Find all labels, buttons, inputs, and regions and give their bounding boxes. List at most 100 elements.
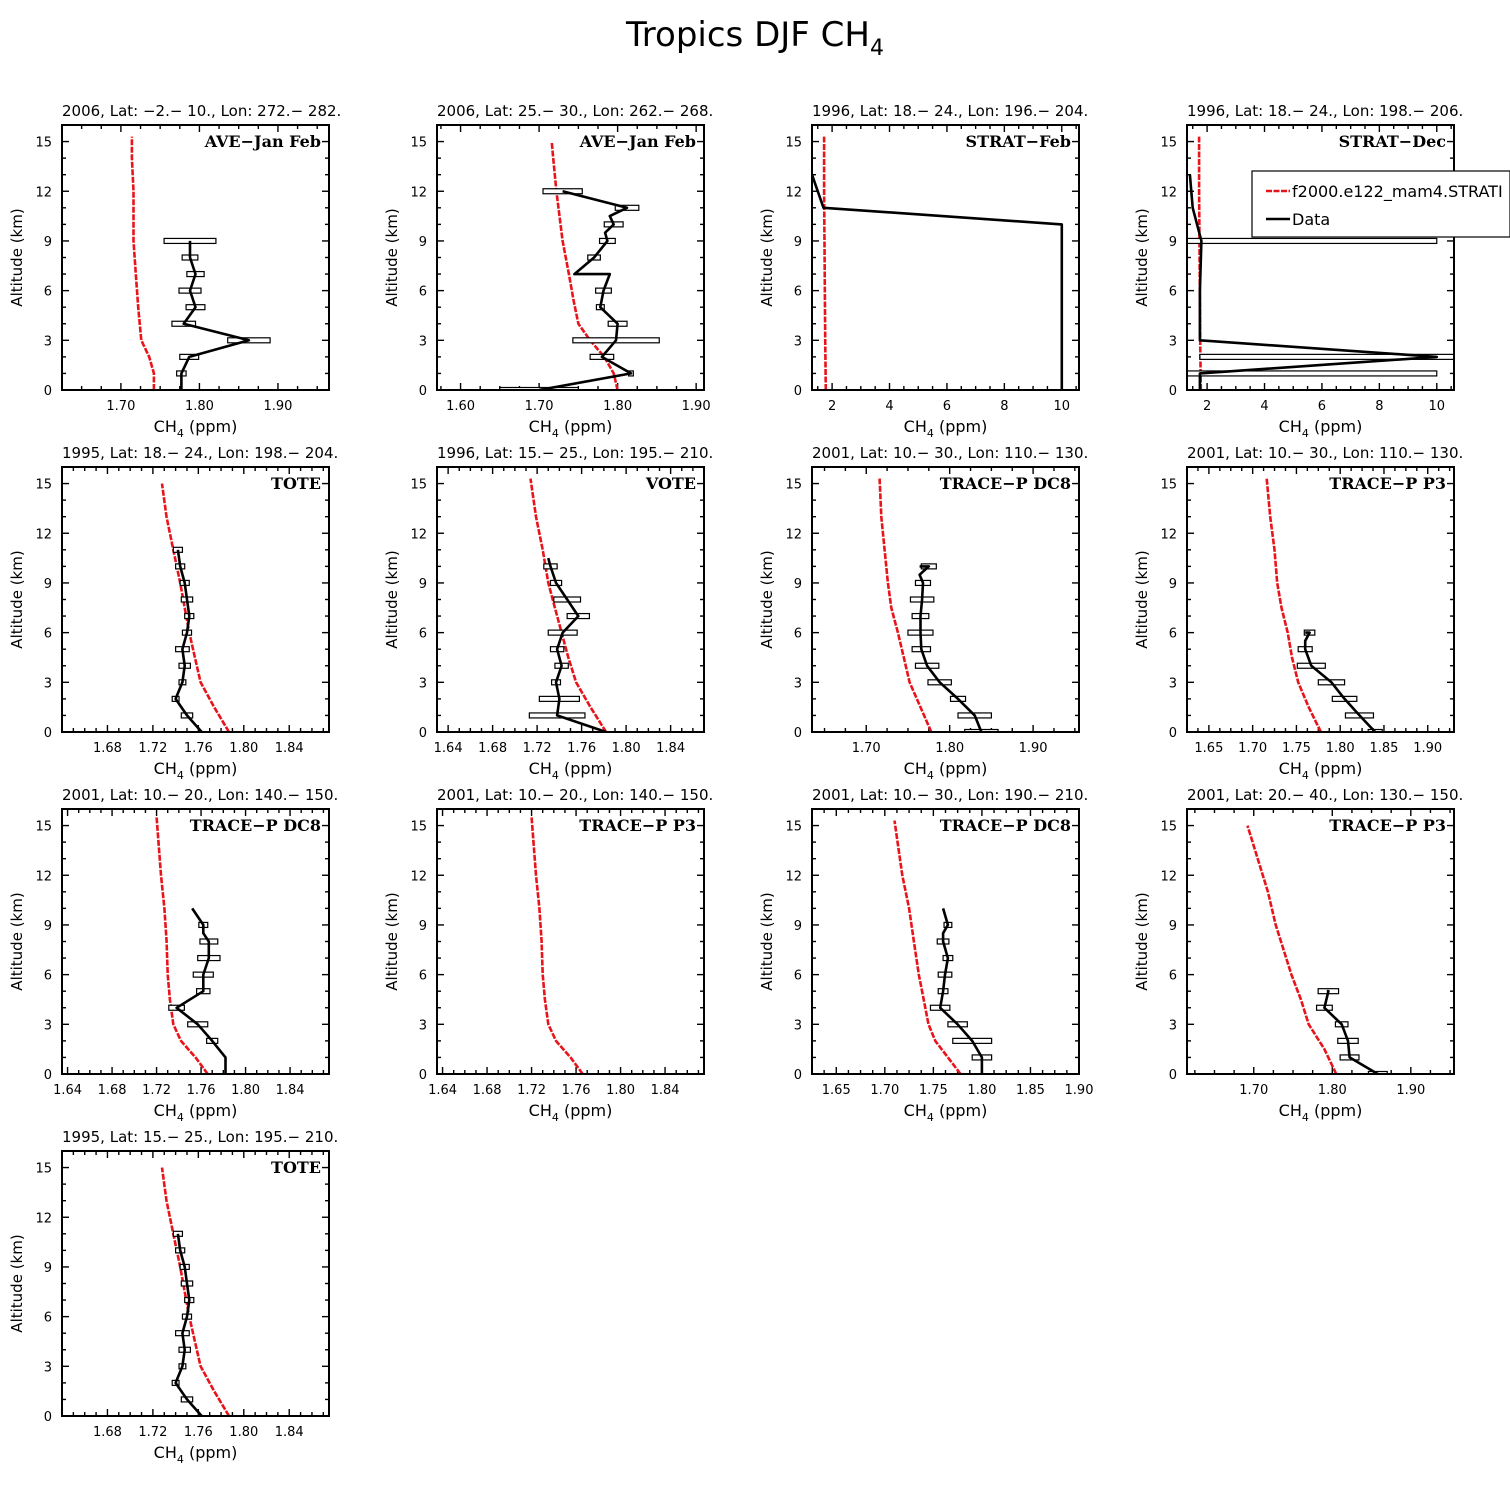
plot-area <box>878 478 999 732</box>
panel-12: 2001, Lat: 20.− 40., Lon: 130.− 150. 0 3 6 9… <box>1133 786 1463 1124</box>
x-tick-label: 1.90 <box>682 399 711 414</box>
panel-title: 2001, Lat: 20.− 40., Lon: 130.− 150. <box>1187 786 1463 804</box>
x-tick-label: 1.72 <box>523 741 552 756</box>
y-axis-label: Altitude (km) <box>8 208 26 306</box>
plot-frame <box>1186 466 1455 733</box>
y-tick-label: 12 <box>35 869 52 884</box>
x-tick-label: 10 <box>1429 399 1446 414</box>
y-tick-label: 6 <box>794 627 802 642</box>
model-series <box>1246 825 1338 1074</box>
x-axis-label: CH4 (ppm) <box>1279 1101 1363 1124</box>
y-tick-label: 9 <box>44 919 52 934</box>
plot-area <box>160 1167 231 1416</box>
tick-marks <box>812 124 1079 391</box>
data-series <box>907 563 999 732</box>
x-axis-label: CH4 (ppm) <box>529 417 613 440</box>
plot-area <box>812 136 1064 390</box>
x-tick-label: 1.84 <box>275 1425 304 1440</box>
x-tick-label: 1.64 <box>428 1083 457 1098</box>
y-tick-label: 3 <box>1169 676 1177 691</box>
y-axis-label: Altitude (km) <box>383 208 401 306</box>
x-axis-label: CH4 (ppm) <box>904 759 988 782</box>
y-tick-label: 9 <box>794 919 802 934</box>
x-tick-label: 6 <box>1318 399 1326 414</box>
data-series <box>528 557 607 732</box>
campaign-label: AVE−Jan Feb <box>579 132 696 151</box>
x-tick-label: 10 <box>1054 399 1071 414</box>
campaign-label: AVE−Jan Feb <box>204 132 321 151</box>
panel-title: 2001, Lat: 10.− 30., Lon: 110.− 130. <box>1187 444 1463 462</box>
y-tick-label: 6 <box>44 627 52 642</box>
plot-area <box>1187 136 1454 390</box>
plot-area <box>1246 825 1388 1074</box>
x-tick-label: 6 <box>943 399 951 414</box>
plot-area <box>893 820 993 1074</box>
y-axis-label: Altitude (km) <box>758 892 776 990</box>
panel-title: 1996, Lat: 15.− 25., Lon: 195.− 210. <box>437 444 713 462</box>
y-tick-label: 6 <box>1169 969 1177 984</box>
y-tick-label: 6 <box>1169 285 1177 300</box>
plot-area <box>1265 478 1383 732</box>
tick-marks <box>1186 466 1454 733</box>
plot-frame <box>1186 124 1455 391</box>
model-series <box>160 1167 231 1416</box>
y-axis-label: Altitude (km) <box>758 208 776 306</box>
y-tick-label: 9 <box>794 577 802 592</box>
data-line <box>174 549 203 732</box>
model-series <box>530 817 584 1074</box>
model-line <box>878 478 933 732</box>
tick-marks <box>62 808 329 1075</box>
x-tick-label: 1.85 <box>1016 1083 1045 1098</box>
x-tick-label: 1.72 <box>138 1425 167 1440</box>
x-tick-label: 4 <box>1260 399 1268 414</box>
data-series <box>1187 174 1454 390</box>
x-axis-label: CH4 (ppm) <box>529 759 613 782</box>
y-tick-label: 15 <box>35 478 52 493</box>
y-tick-label: 15 <box>785 136 802 151</box>
model-line <box>160 1167 231 1416</box>
y-tick-label: 3 <box>794 676 802 691</box>
campaign-label: STRAT−Feb <box>966 132 1071 151</box>
model-series <box>155 817 209 1074</box>
panel-title: 1995, Lat: 18.− 24., Lon: 198.− 204. <box>62 444 338 462</box>
error-bar <box>1199 353 1454 360</box>
y-tick-label: 0 <box>44 1410 52 1425</box>
y-tick-label: 3 <box>44 334 52 349</box>
y-tick-label: 15 <box>35 136 52 151</box>
y-tick-label: 9 <box>419 919 427 934</box>
x-tick-label: 1.68 <box>93 1425 122 1440</box>
y-tick-label: 12 <box>410 185 427 200</box>
x-tick-label: 1.75 <box>919 1083 948 1098</box>
x-tick-label: 1.76 <box>184 1425 213 1440</box>
y-tick-label: 15 <box>410 136 427 151</box>
campaign-label: TRACE−P P3 <box>1329 474 1446 493</box>
data-series <box>1315 988 1388 1074</box>
plot-frame <box>61 466 330 733</box>
legend-data-label: Data <box>1292 210 1330 229</box>
y-tick-label: 0 <box>419 726 427 741</box>
y-tick-label: 6 <box>44 1311 52 1326</box>
panel-title: 2001, Lat: 10.− 30., Lon: 190.− 210. <box>812 786 1088 804</box>
model-series <box>130 136 156 390</box>
plot-area <box>528 478 608 732</box>
x-tick-label: 1.70 <box>870 1083 899 1098</box>
campaign-label: TRACE−P DC8 <box>940 474 1071 493</box>
y-tick-label: 0 <box>1169 1068 1177 1083</box>
model-line <box>550 141 619 390</box>
tick-marks <box>437 808 704 1075</box>
y-tick-label: 12 <box>410 527 427 542</box>
x-tick-label: 1.76 <box>184 741 213 756</box>
x-tick-label: 1.72 <box>138 741 167 756</box>
y-tick-label: 9 <box>44 577 52 592</box>
legend: f2000.e122_mam4.STRATI Data <box>1251 170 1510 238</box>
x-tick-label: 1.75 <box>1282 741 1311 756</box>
x-tick-label: 1.60 <box>446 399 475 414</box>
model-series <box>160 483 231 732</box>
y-tick-label: 0 <box>1169 726 1177 741</box>
x-tick-label: 1.80 <box>606 1083 635 1098</box>
y-tick-label: 12 <box>410 869 427 884</box>
x-tick-label: 1.70 <box>525 399 554 414</box>
x-tick-label: 1.84 <box>276 1083 305 1098</box>
x-tick-label: 1.90 <box>1065 1083 1094 1098</box>
y-tick-label: 3 <box>1169 334 1177 349</box>
